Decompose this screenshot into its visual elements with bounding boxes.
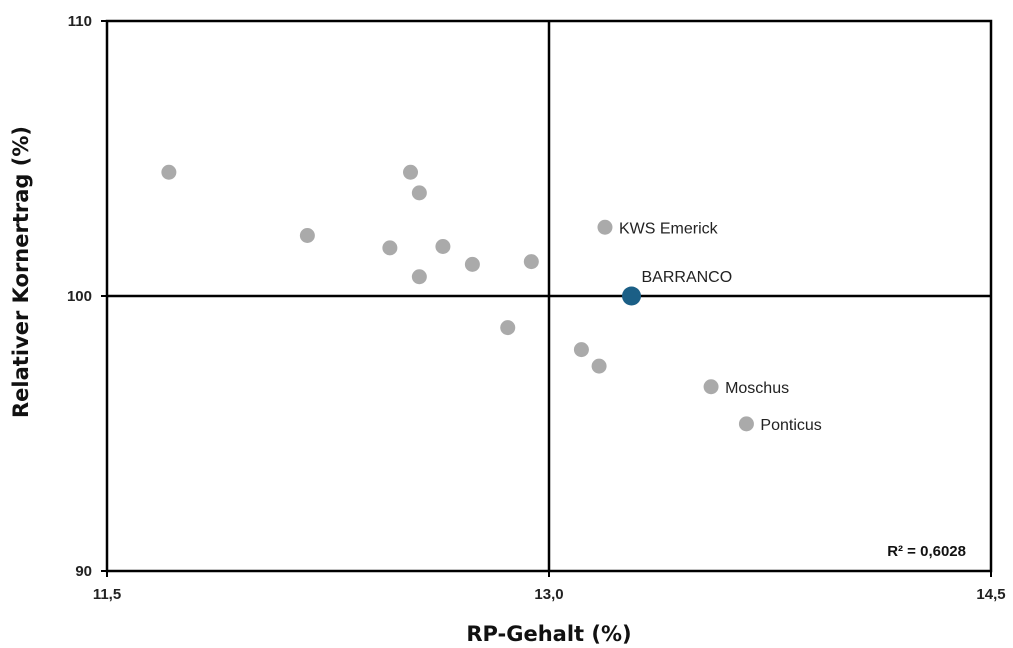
point-label: Moschus [725, 380, 789, 397]
x-tick-label: 11,5 [93, 586, 121, 603]
highlighted-data-point [622, 286, 642, 306]
x-tick-label: 14,5 [976, 586, 1005, 603]
point-label: BARRANCO [642, 269, 733, 286]
data-point [411, 269, 427, 285]
x-axis-title: RP-Gehalt (%) [466, 622, 631, 646]
y-tick-label: 100 [67, 288, 92, 305]
y-tick-label: 90 [75, 563, 92, 580]
x-tick-label: 13,0 [534, 586, 563, 603]
point-labels: KWS Emerick BARRANCO Moschus Ponticus [619, 220, 822, 434]
point-label: Ponticus [760, 417, 821, 434]
data-point [382, 240, 398, 256]
y-tick-label: 110 [68, 13, 92, 30]
y-axis-title: Relativer Kornertrag (%) [9, 126, 33, 418]
data-point [500, 320, 516, 336]
data-point [573, 342, 589, 358]
data-point [403, 164, 419, 180]
data-point [161, 164, 177, 180]
data-point [411, 185, 427, 201]
data-point [703, 379, 719, 395]
data-point [597, 219, 613, 235]
data-point [464, 256, 480, 272]
data-point [299, 228, 315, 243]
axis-ticks: 11,5 13,0 14,5 90 100 110 [67, 13, 1006, 603]
point-label: KWS Emerick [619, 220, 719, 237]
data-point [435, 239, 451, 254]
data-point [738, 416, 754, 432]
data-points [161, 164, 754, 432]
r-squared-annotation: R² = 0,6028 [887, 543, 966, 560]
data-point [523, 254, 539, 270]
data-point [591, 358, 607, 374]
